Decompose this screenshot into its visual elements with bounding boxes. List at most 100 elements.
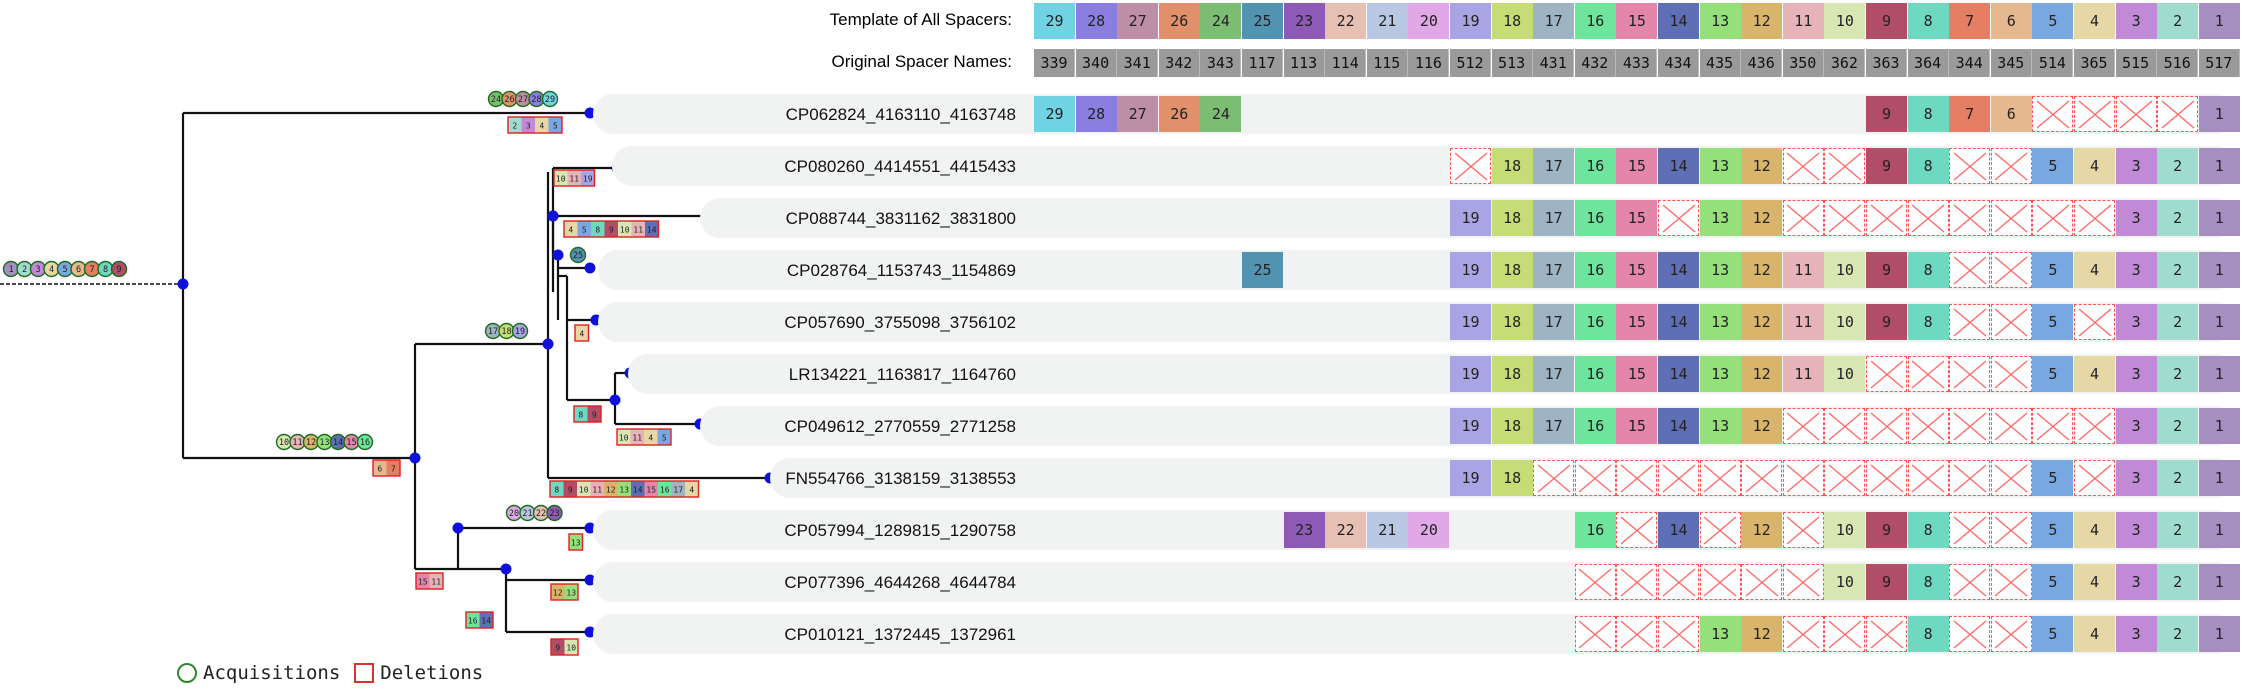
spacer-cell: 16 [1574, 200, 1616, 236]
acquisition-marker: 26 [501, 90, 518, 108]
svg-text:2: 2 [22, 265, 27, 275]
deleted-spacer-cell [2032, 408, 2074, 444]
spacer-cell: 15 [1616, 252, 1658, 288]
deleted-spacer-cell [1782, 200, 1824, 236]
original-spacer-name-cell: 512 [1450, 49, 1491, 77]
spacer-cell: 5 [2032, 564, 2074, 600]
acquisition-marker: 14 [329, 433, 347, 451]
spacer-cell: 12 [1741, 408, 1783, 444]
spacer-cell: 3 [2115, 304, 2157, 340]
deleted-spacer-cell [1658, 564, 1699, 600]
svg-text:21: 21 [522, 509, 532, 519]
spacer-cell: 5 [2032, 356, 2074, 392]
svg-text:7: 7 [89, 265, 94, 275]
row-label: CP049612_2770559_2771258 [784, 417, 1016, 436]
deleted-spacer-cell [2074, 304, 2115, 340]
deleted-spacer-cell [1824, 460, 1866, 496]
spacer-cell: 4 [2074, 616, 2115, 652]
svg-text:22: 22 [536, 509, 546, 519]
svg-text:16: 16 [660, 486, 670, 495]
svg-text:15: 15 [346, 438, 356, 448]
original-spacer-name-cell: 342 [1158, 49, 1200, 77]
spacer-cell: 1 [2198, 460, 2240, 496]
spacer-cell: 3 [2115, 356, 2157, 392]
svg-text:4: 4 [568, 226, 573, 235]
svg-text:10: 10 [556, 175, 566, 184]
spacer-cell: 19 [1450, 304, 1491, 340]
svg-text:3: 3 [526, 122, 531, 131]
original-spacer-name-cell: 365 [2074, 49, 2115, 77]
acquisition-marker: 23 [546, 504, 563, 522]
spacer-cell: 10 [1824, 564, 1866, 600]
template-spacer-cell: 14 [1658, 3, 1699, 39]
svg-text:4: 4 [579, 330, 584, 339]
template-spacer-cell: 10 [1824, 3, 1866, 39]
spacer-cell: 12 [1741, 512, 1783, 548]
deleted-spacer-cell [1782, 408, 1824, 444]
spacer-cell: 2 [2157, 148, 2199, 184]
spacer-cell: 2 [2157, 356, 2199, 392]
svg-text:5: 5 [62, 265, 67, 275]
spacer-cell: 29 [1034, 96, 1075, 132]
spacer-cell: 10 [1824, 252, 1866, 288]
deleted-spacer-cell [1907, 408, 1949, 444]
svg-text:17: 17 [673, 486, 683, 495]
deleted-spacer-cell [1949, 252, 1991, 288]
spacer-cell: 2 [2157, 408, 2199, 444]
original-names-header-label: Original Spacer Names: [831, 52, 1012, 71]
deletion-marker: 4 5 8 9 10 11 14 [563, 220, 660, 238]
spacer-cell: 1 [2198, 408, 2240, 444]
spacer-cell: 13 [1699, 252, 1741, 288]
deleted-spacer-cell [1907, 460, 1949, 496]
svg-text:9: 9 [555, 644, 560, 653]
deleted-spacer-cell [2074, 460, 2115, 496]
spacer-cell: 16 [1574, 512, 1616, 548]
deleted-spacer-cell [1782, 564, 1824, 600]
spacer-cell: 15 [1616, 148, 1658, 184]
acquisition-marker: 12 [302, 433, 320, 451]
spacer-cell: 16 [1574, 304, 1616, 340]
tree-node [584, 626, 596, 638]
spacer-cell: 15 [1616, 408, 1658, 444]
spacer-cell: 16 [1574, 148, 1616, 184]
deleted-spacer-cell [1907, 200, 1949, 236]
acquisition-marker: 28 [528, 90, 545, 108]
svg-text:8: 8 [554, 486, 559, 495]
spacer-cell: 13 [1699, 200, 1741, 236]
deletion-marker: 9 10 [550, 638, 579, 656]
acquisition-marker: 24 [487, 90, 505, 108]
original-spacer-name-cell: 433 [1616, 49, 1658, 77]
original-spacer-name-cell: 516 [2157, 49, 2199, 77]
tree-node [584, 522, 596, 534]
svg-text:17: 17 [488, 327, 498, 337]
tree-node [177, 278, 189, 290]
original-spacer-name-cell: 339 [1034, 49, 1075, 77]
spacer-cell: 10 [1824, 304, 1866, 340]
spacer-cell: 17 [1533, 200, 1575, 236]
deleted-spacer-cell [1699, 564, 1741, 600]
deleted-spacer-cell [1866, 460, 1907, 496]
spacer-cell: 12 [1741, 356, 1783, 392]
spacer-cell: 1 [2198, 356, 2240, 392]
row-label: CP057994_1289815_1290758 [784, 521, 1016, 540]
original-spacer-name-cell: 341 [1117, 49, 1159, 77]
original-spacer-name-cell: 362 [1824, 49, 1866, 77]
svg-text:14: 14 [647, 226, 657, 235]
svg-text:15: 15 [646, 486, 656, 495]
deleted-spacer-cell [1824, 616, 1866, 652]
spacer-cell: 12 [1741, 252, 1783, 288]
svg-text:6: 6 [76, 265, 81, 275]
svg-text:10: 10 [620, 226, 630, 235]
template-spacer-cell: 11 [1782, 3, 1824, 39]
svg-text:9: 9 [116, 265, 121, 275]
svg-text:8: 8 [595, 226, 600, 235]
template-spacer-cell: 9 [1866, 3, 1907, 39]
deleted-spacer-cell [1990, 564, 2032, 600]
spacer-cell: 9 [1866, 148, 1907, 184]
spacer-cell: 4 [2074, 512, 2115, 548]
tree-node [584, 574, 596, 586]
deleted-spacer-cell [1658, 616, 1699, 652]
template-spacer-cell: 12 [1741, 3, 1783, 39]
